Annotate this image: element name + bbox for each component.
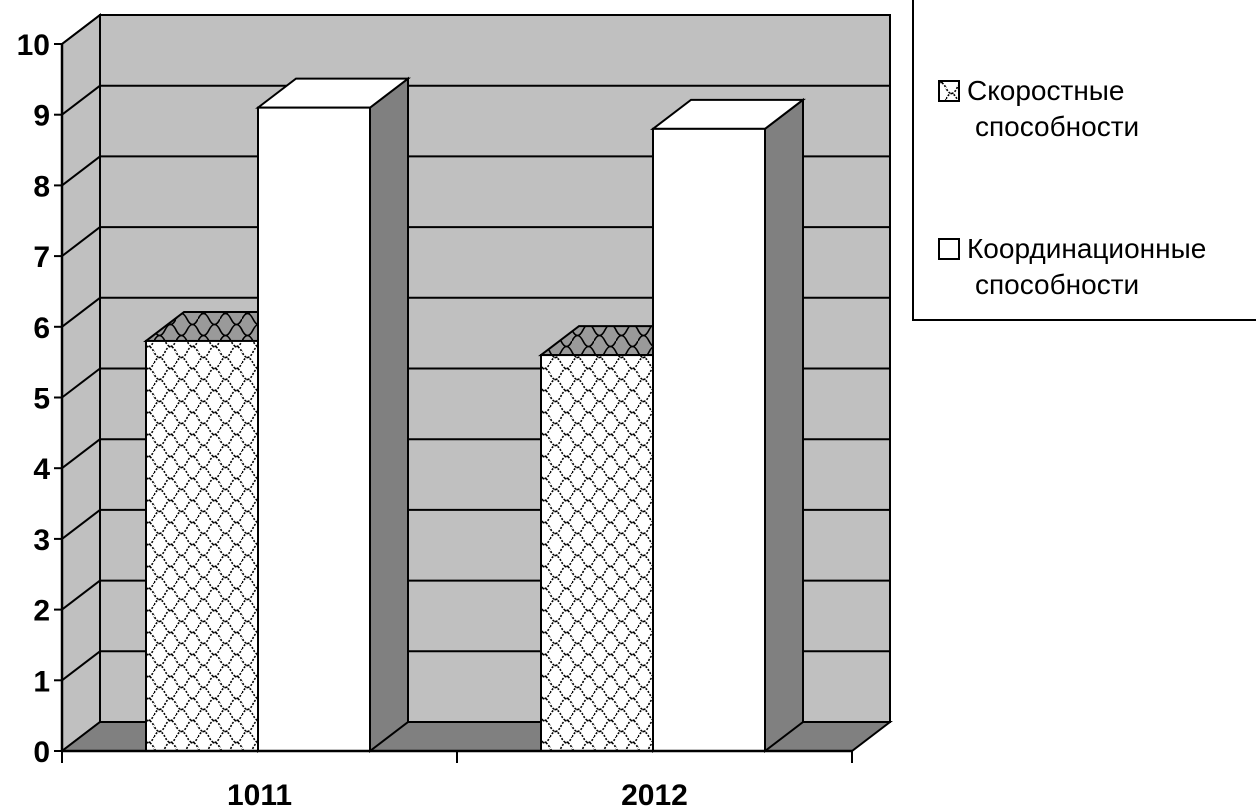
bar-front [540, 354, 654, 752]
gridline-side [61, 14, 101, 45]
legend-box [912, 0, 1256, 321]
y-tick-label: 5 [33, 383, 50, 416]
y-tick-label: 2 [33, 595, 50, 628]
legend-swatch-coordination [938, 238, 960, 260]
gridline-side [61, 579, 101, 611]
gridline-side [61, 226, 101, 257]
legend-label-speed-line2: способности [975, 111, 1139, 142]
bar-front [145, 339, 259, 752]
bar-side [369, 76, 409, 754]
gridline-side [61, 155, 101, 187]
bar-2012-coordination [650, 97, 806, 754]
legend-label-coordination-line1: Координационные [967, 233, 1206, 264]
bar-side [764, 97, 804, 754]
x-tick-labels: 1011 2012 [227, 779, 688, 807]
x-tick-label: 1011 [227, 779, 292, 807]
bars [143, 76, 806, 754]
y-tick-label: 8 [33, 170, 50, 203]
gridline-side [61, 438, 101, 469]
gridline-side [61, 367, 101, 399]
gridline-side [61, 297, 101, 328]
legend: Скоростные способности Координационные с… [912, 0, 1256, 321]
bar-1011-coordination [255, 76, 411, 754]
gridline-side [61, 84, 101, 116]
axes [54, 43, 853, 763]
legend-label-speed-line1: Скоростные [967, 75, 1125, 106]
bar-front [652, 127, 766, 752]
y-tick-label: 6 [33, 312, 50, 345]
y-tick-label: 1 [33, 665, 50, 698]
legend-item-speed: Скоростные способности [938, 75, 1139, 142]
gridline-side [61, 509, 101, 540]
y-tick-label: 4 [33, 453, 50, 486]
y-tick-label: 0 [33, 736, 50, 769]
y-tick-labels: 0 1 2 3 4 5 6 7 8 9 10 [17, 29, 51, 769]
y-tick-label: 3 [33, 524, 50, 557]
bar-front [257, 106, 371, 752]
gridline-side [61, 650, 101, 682]
y-tick-label: 10 [17, 29, 50, 62]
legend-swatch-speed [938, 80, 960, 102]
legend-label-coordination-line2: способности [975, 269, 1139, 300]
y-tick-label: 9 [33, 100, 50, 133]
y-tick-label: 7 [33, 241, 50, 274]
legend-item-coordination: Координационные способности [938, 233, 1206, 300]
x-tick-label: 2012 [621, 779, 688, 807]
